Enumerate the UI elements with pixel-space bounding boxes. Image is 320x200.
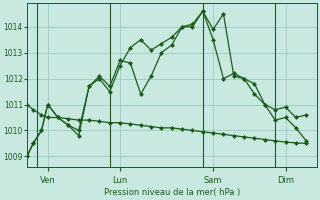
X-axis label: Pression niveau de la mer( hPa ): Pression niveau de la mer( hPa ) <box>104 188 240 197</box>
